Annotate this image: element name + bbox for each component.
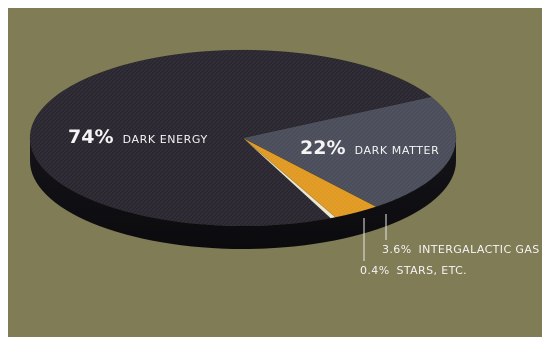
chart-frame: 74% DARK ENERGY 22% DARK MATTER 3.6% INT… — [8, 8, 542, 337]
pie-chart: 74% DARK ENERGY 22% DARK MATTER 3.6% INT… — [29, 49, 540, 277]
pie-side-wall — [30, 138, 456, 249]
slice-dark-energy-texture — [30, 50, 432, 227]
stars-percent: 0.4% — [360, 264, 390, 277]
slice-stars-texture — [243, 138, 336, 219]
slice-dark-matter-texture — [243, 96, 457, 207]
stars-name: STARS, ETC. — [396, 264, 467, 277]
dark-energy-name: DARK ENERGY — [123, 133, 208, 146]
slice-intergalactic-gas-texture — [243, 138, 377, 218]
stars-label: 0.4% STARS, ETC. — [360, 264, 467, 277]
dark-matter-percent: 22% — [300, 137, 345, 159]
intergalactic-gas-label: 3.6% INTERGALACTIC GAS — [382, 243, 540, 256]
dark-energy-label: 74% DARK ENERGY — [68, 126, 208, 148]
dark-matter-label: 22% DARK MATTER — [300, 137, 439, 159]
intergalactic-gas-name: INTERGALACTIC GAS — [418, 243, 539, 256]
dark-matter-name: DARK MATTER — [355, 144, 440, 157]
intergalactic-gas-percent: 3.6% — [382, 243, 412, 256]
dark-energy-percent: 74% — [68, 126, 113, 148]
